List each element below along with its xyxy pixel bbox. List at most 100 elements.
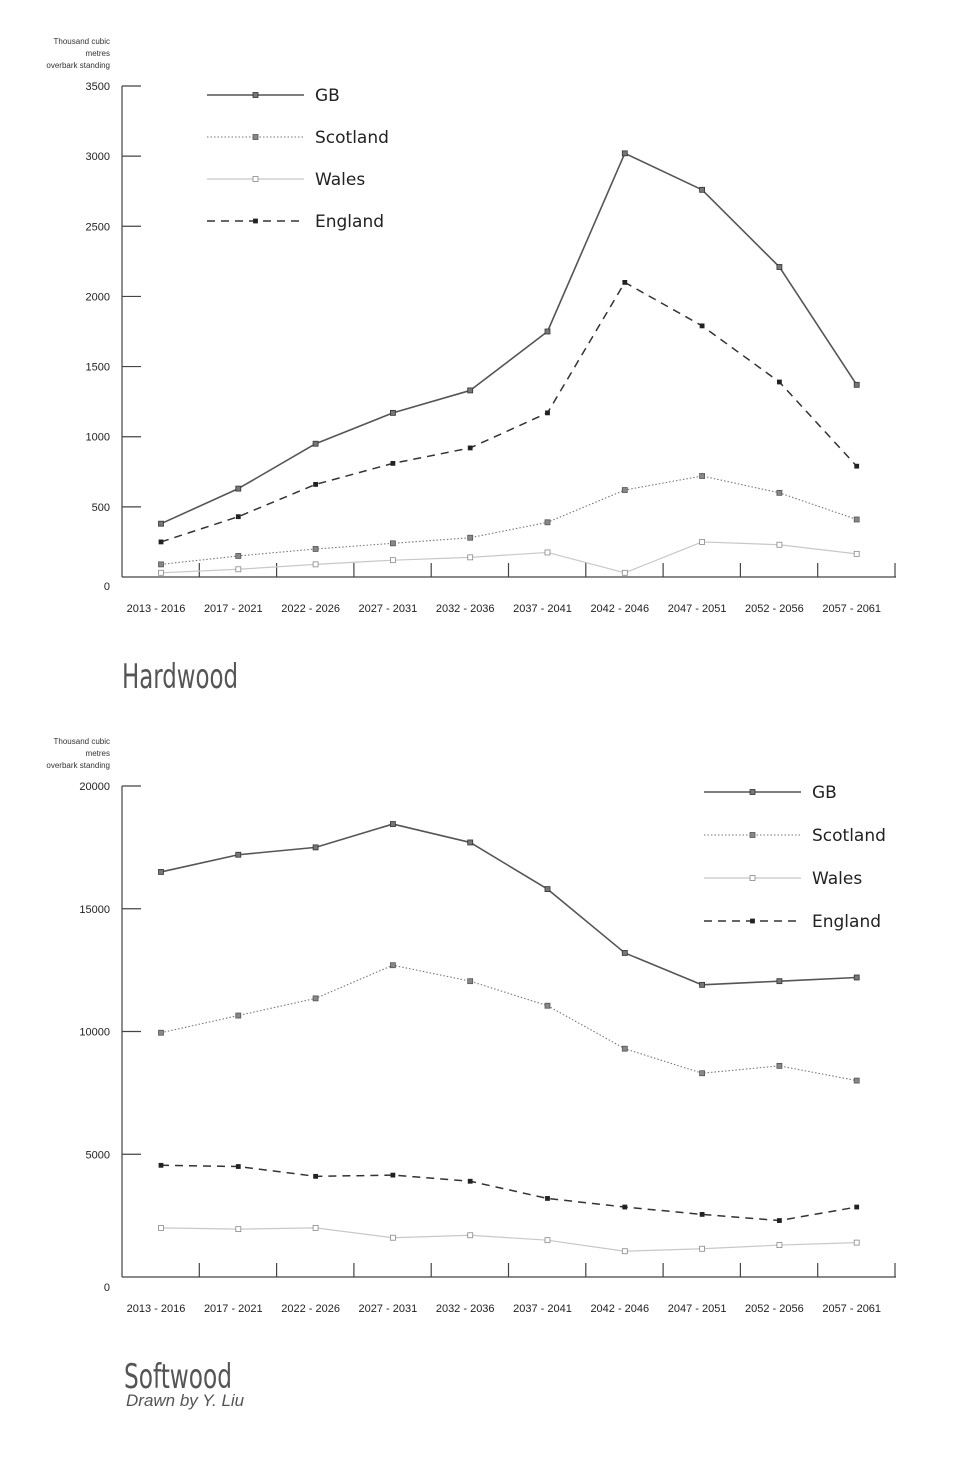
data-point-gb xyxy=(853,381,860,388)
data-point-wales xyxy=(621,1248,628,1255)
data-point-scotland xyxy=(389,962,396,969)
data-point-scotland xyxy=(389,540,396,547)
x-tick-label: 2052 - 2056 xyxy=(745,603,804,615)
chart-title: Softwood xyxy=(124,1357,232,1397)
chart-title: Hardwood xyxy=(122,657,238,697)
chart-hardwood: Thousand cubic metres overbark standing 0 50… xyxy=(46,37,896,697)
legend-label-gb: GB xyxy=(315,86,340,106)
x-tick-label: 2057 - 2061 xyxy=(822,603,881,615)
data-point-england xyxy=(777,1218,782,1223)
y-tick-label: 1500 xyxy=(86,362,110,374)
legend-marker-wales xyxy=(252,176,259,182)
data-point-wales xyxy=(621,569,628,576)
data-point-england xyxy=(545,410,550,416)
x-tick-label: 2013 - 2016 xyxy=(127,1303,186,1315)
data-point-scotland xyxy=(544,519,551,526)
data-point-gb xyxy=(312,844,319,851)
data-point-wales xyxy=(699,539,705,545)
data-point-scotland xyxy=(235,553,242,559)
data-point-wales xyxy=(467,1232,474,1239)
data-point-scotland xyxy=(853,1077,860,1084)
data-point-england xyxy=(854,1204,860,1210)
data-point-scotland xyxy=(621,487,628,493)
x-tick-label: 2047 - 2051 xyxy=(668,1303,727,1315)
data-point-wales xyxy=(544,549,551,556)
data-point-england xyxy=(390,1172,396,1178)
chart-softwood: Thousand cubic metres overbark standing 0 50… xyxy=(46,737,896,1397)
data-point-wales xyxy=(853,1239,860,1246)
data-point-scotland xyxy=(699,473,705,479)
data-point-gb xyxy=(621,950,628,956)
data-point-wales xyxy=(312,561,319,568)
series-line-gb xyxy=(160,152,858,525)
data-point-england xyxy=(699,1211,705,1217)
y-tick-label: 20000 xyxy=(79,781,110,793)
x-tick-label: 2013 - 2016 xyxy=(127,603,186,615)
data-point-scotland xyxy=(312,546,319,552)
data-point-wales xyxy=(776,541,783,548)
data-point-gb xyxy=(699,186,705,193)
credit-text: Drawn by Y. Liu xyxy=(126,1391,245,1410)
data-point-gb xyxy=(389,821,396,827)
data-point-england xyxy=(545,1196,550,1201)
y-axis-label: overbark standing xyxy=(46,761,110,770)
series-line-scotland xyxy=(160,964,857,1082)
y-axis-label: overbark standing xyxy=(46,61,110,70)
data-point-england xyxy=(622,279,628,285)
data-point-gb xyxy=(389,409,396,416)
data-point-gb xyxy=(621,150,628,157)
x-tick-label: 2042 - 2046 xyxy=(590,603,649,615)
legend-label-wales: Wales xyxy=(315,170,365,190)
legend-marker-england xyxy=(253,218,258,224)
data-point-england xyxy=(158,1162,164,1168)
data-point-england xyxy=(622,1204,628,1210)
series-line-scotland xyxy=(160,475,857,565)
data-point-scotland xyxy=(467,534,474,541)
legend-label-gb: GB xyxy=(812,783,837,803)
series-line-gb xyxy=(160,823,857,986)
data-point-gb xyxy=(235,851,242,858)
series-line-england xyxy=(160,1164,857,1222)
legend-label-wales: Wales xyxy=(812,869,862,889)
data-point-wales xyxy=(776,1242,783,1248)
data-point-wales xyxy=(699,1245,705,1252)
x-tick-label: 2052 - 2056 xyxy=(745,1303,804,1315)
y-axis-label: Thousand cubic xyxy=(54,737,110,746)
data-point-scotland xyxy=(467,978,474,985)
legend-marker-wales xyxy=(749,875,756,881)
data-point-wales xyxy=(158,1225,164,1231)
data-point-scotland xyxy=(621,1045,628,1052)
data-point-gb xyxy=(544,886,551,893)
data-point-gb xyxy=(776,264,783,270)
x-tick-label: 2057 - 2061 xyxy=(822,1303,881,1315)
x-tick-label: 2037 - 2041 xyxy=(513,1303,572,1315)
data-point-england xyxy=(313,1173,319,1179)
data-point-wales xyxy=(235,1226,242,1233)
y-tick-label: 10000 xyxy=(79,1027,110,1039)
x-tick-label: 2047 - 2051 xyxy=(668,603,727,615)
data-point-england xyxy=(313,482,319,487)
data-point-england xyxy=(390,460,396,466)
y-tick-label: 3000 xyxy=(86,151,110,163)
x-tick-label: 2022 - 2026 xyxy=(281,1303,340,1315)
legend-marker-gb xyxy=(749,789,756,795)
series-line-wales xyxy=(160,1227,857,1252)
y-tick-label: 2000 xyxy=(86,291,110,303)
y-tick-label: 15000 xyxy=(79,904,110,916)
data-point-gb xyxy=(776,978,783,985)
data-point-wales xyxy=(389,1234,396,1241)
data-point-wales xyxy=(853,550,860,557)
data-point-england xyxy=(235,1164,241,1169)
data-point-gb xyxy=(467,387,474,394)
y-tick-label: 1000 xyxy=(86,432,110,444)
data-point-england xyxy=(854,463,860,469)
data-point-scotland xyxy=(235,1012,242,1019)
legend-marker-scotland xyxy=(749,832,756,838)
data-point-scotland xyxy=(544,1002,551,1009)
data-point-wales xyxy=(467,554,474,561)
data-point-gb xyxy=(235,485,242,492)
data-point-england xyxy=(467,445,473,451)
data-point-gb xyxy=(544,328,551,335)
series-line-england xyxy=(160,281,858,543)
